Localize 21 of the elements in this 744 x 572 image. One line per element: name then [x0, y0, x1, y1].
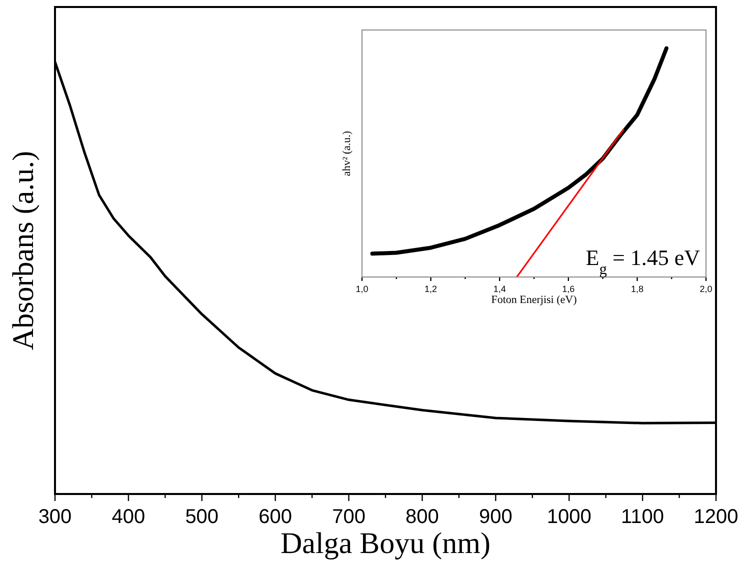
x-tick-label: 900: [478, 506, 512, 528]
x-axis-title: Foton Enerjisi (eV): [491, 294, 578, 306]
x-tick-label: 1,8: [630, 284, 644, 294]
x-tick-label: 1,6: [562, 284, 575, 294]
y-axis-title: ahv² (a.u.): [341, 130, 353, 176]
annotation: E$_{g}$ = 1.45 eV: [586, 245, 700, 278]
x-tick-label: 400: [112, 506, 146, 528]
x-tick-label: 700: [332, 506, 366, 528]
x-tick-label: 2,0: [700, 284, 712, 294]
x-axis-title: Dalga Boyu (nm): [280, 527, 490, 560]
x-tick-label: 1100: [621, 506, 664, 528]
x-tick-label: 1000: [546, 506, 592, 528]
x-tick-label: 300: [38, 506, 72, 528]
x-tick-label: 1200: [694, 506, 738, 528]
x-tick-label: 1,4: [493, 284, 506, 294]
x-tick-label: 1,0: [356, 284, 368, 294]
x-tick-label: 800: [406, 506, 439, 528]
x-tick-label: 1,2: [424, 284, 438, 294]
x-tick-label: 600: [258, 506, 292, 528]
x-tick-label: 500: [185, 506, 219, 528]
y-axis-title: Absorbans (a.u.): [7, 150, 40, 350]
